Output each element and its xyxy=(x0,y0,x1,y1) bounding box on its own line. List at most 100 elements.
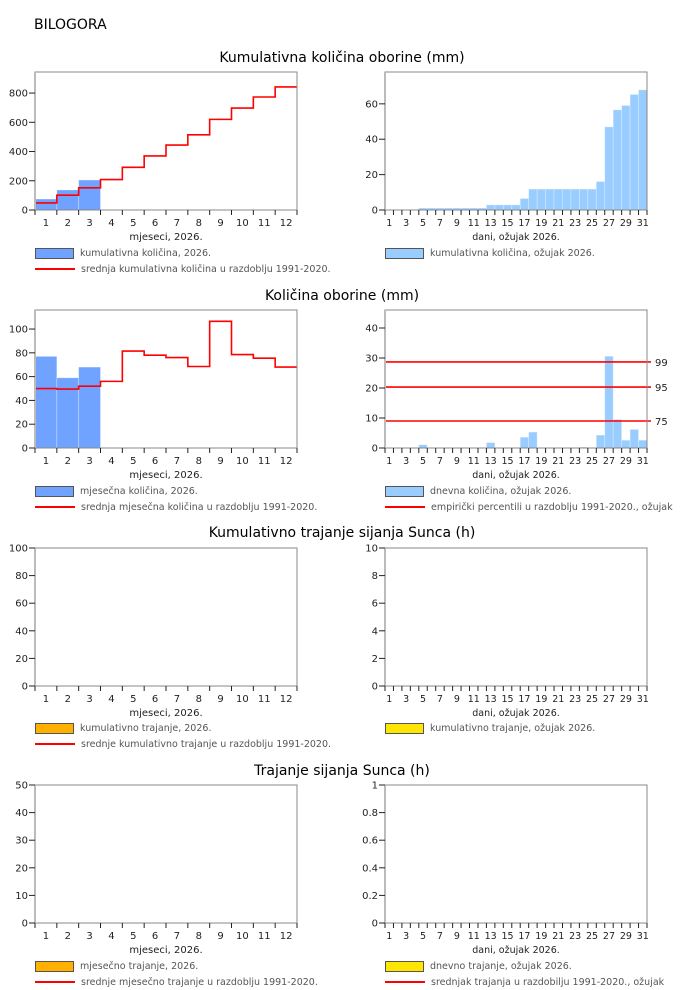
x-tick-label: 3 xyxy=(403,218,409,229)
bar-29 xyxy=(621,439,631,449)
y-tick-label: 100 xyxy=(9,325,28,336)
y-tick-label: 20 xyxy=(365,170,378,181)
legend-cumulative-sunshine-daily: kumulativno trajanje, ožujak 2026. xyxy=(385,720,595,736)
legend-item: srednje mjesečno trajanje u razdoblju 19… xyxy=(35,974,318,990)
x-tick-label: 3 xyxy=(86,456,92,467)
x-tick-label: 31 xyxy=(637,694,649,705)
x-tick-label: 9 xyxy=(454,931,460,942)
bar-28 xyxy=(612,109,623,211)
legend-item: srednja mjesečna količina u razdoblju 19… xyxy=(35,499,317,515)
x-tick-label: 11 xyxy=(258,456,271,467)
x-tick-label: 25 xyxy=(586,931,598,942)
x-tick-label: 8 xyxy=(196,456,202,467)
y-tick-label: 20 xyxy=(15,863,28,874)
x-tick-label: 25 xyxy=(586,218,598,229)
bar-17 xyxy=(519,198,530,211)
x-tick-label: 8 xyxy=(196,694,202,705)
x-tick-label: 11 xyxy=(468,218,480,229)
legend-label: mjesečno trajanje, 2026. xyxy=(80,960,199,972)
y-tick-label: 80 xyxy=(15,571,28,582)
legend-label: kumulativno trajanje, 2026. xyxy=(80,722,212,734)
x-tick-label: 9 xyxy=(454,456,460,467)
x-tick-label: 23 xyxy=(569,931,581,942)
y-tick-label: 2 xyxy=(372,654,378,665)
y-tick-label: 0 xyxy=(372,919,378,930)
y-tick-label: 60 xyxy=(15,599,28,610)
bar-31 xyxy=(638,439,648,449)
legend-label: dnevno trajanje, ožujak 2026. xyxy=(430,960,572,972)
legend-swatch xyxy=(385,722,424,734)
x-tick-label: 31 xyxy=(637,456,649,467)
y-tick-label: 30 xyxy=(365,354,378,365)
bar-23 xyxy=(570,188,580,211)
x-tick-label: 9 xyxy=(217,218,223,229)
y-tick-label: 0 xyxy=(22,919,28,930)
y-tick-label: 1 xyxy=(372,781,378,792)
percentile-label-95: 95 xyxy=(655,383,668,394)
y-tick-label: 40 xyxy=(365,135,378,146)
legend-cumulative-precipitation-daily: kumulativna količina, ožujak 2026. xyxy=(385,245,595,261)
mean-step-line xyxy=(35,320,297,390)
x-tick-label: 1 xyxy=(43,218,49,229)
x-tick-label: 2 xyxy=(65,694,71,705)
x-tick-label: 3 xyxy=(86,218,92,229)
x-axis-label: mjeseci, 2026. xyxy=(129,470,202,481)
x-axis-label: dani, ožujak 2026. xyxy=(472,945,560,956)
x-tick-label: 1 xyxy=(43,456,49,467)
x-tick-label: 1 xyxy=(386,694,392,705)
y-tick-label: 80 xyxy=(15,348,28,359)
x-tick-label: 11 xyxy=(468,456,480,467)
legend-cumulative-sunshine-monthly: kumulativno trajanje, 2026. srednje kumul… xyxy=(35,720,331,752)
x-tick-label: 11 xyxy=(468,694,480,705)
legend-item: mjesečna količina, 2026. xyxy=(35,483,317,499)
x-tick-label: 25 xyxy=(586,456,598,467)
section-title-cumulative-sunshine: Kumulativno trajanje sijanja Sunca (h) xyxy=(208,525,476,541)
legend-label: kumulativna količina, ožujak 2026. xyxy=(430,247,595,259)
legend-line-swatch xyxy=(385,981,425,983)
x-tick-label: 2 xyxy=(65,456,71,467)
y-tick-label: 6 xyxy=(372,599,378,610)
legend-label: srednje kumulativno trajanje u razdoblju… xyxy=(81,738,332,750)
y-tick-label: 10 xyxy=(365,544,378,555)
plot-frame xyxy=(384,547,648,687)
y-tick-label: 50 xyxy=(15,781,28,792)
x-tick-label: 5 xyxy=(130,931,136,942)
percentile-label-99: 99 xyxy=(655,358,668,369)
x-tick-label: 19 xyxy=(535,694,547,705)
bar-18 xyxy=(528,188,538,211)
x-tick-label: 21 xyxy=(552,456,564,467)
y-tick-label: 10 xyxy=(15,891,28,902)
section-title-cumulative-precipitation: Kumulativna količina oborine (mm) xyxy=(219,50,465,66)
x-tick-label: 8 xyxy=(196,218,202,229)
bar-2 xyxy=(56,189,80,211)
legend-precipitation-daily: dnevna količina, ožujak 2026. empirički p… xyxy=(385,483,673,515)
legend-line-swatch xyxy=(35,743,75,745)
bar-13 xyxy=(486,442,496,449)
y-tick-label: 60 xyxy=(15,372,28,383)
x-tick-label: 17 xyxy=(518,931,530,942)
bar-21 xyxy=(553,188,563,211)
y-tick-label: 400 xyxy=(9,147,28,158)
y-tick-label: 0 xyxy=(22,682,28,693)
bar-16 xyxy=(511,204,521,211)
bar-20 xyxy=(545,188,555,211)
legend-label: kumulativna količina, 2026. xyxy=(80,247,212,259)
y-tick-label: 30 xyxy=(15,836,28,847)
x-tick-label: 19 xyxy=(535,931,547,942)
x-tick-label: 23 xyxy=(569,218,581,229)
x-tick-label: 12 xyxy=(280,218,293,229)
y-tick-label: 600 xyxy=(9,118,28,129)
x-tick-label: 27 xyxy=(603,931,615,942)
legend-line-swatch xyxy=(35,981,75,983)
x-tick-label: 6 xyxy=(152,931,158,942)
legend-label: dnevna količina, ožujak 2026. xyxy=(430,485,572,497)
x-tick-label: 9 xyxy=(217,931,223,942)
x-tick-label: 9 xyxy=(217,456,223,467)
legend-item: srednjak trajanja u razdobilju 1991-2020… xyxy=(385,974,664,990)
x-tick-label: 23 xyxy=(569,456,581,467)
legend-sunshine-monthly: mjesečno trajanje, 2026. srednje mjesečno… xyxy=(35,958,318,990)
